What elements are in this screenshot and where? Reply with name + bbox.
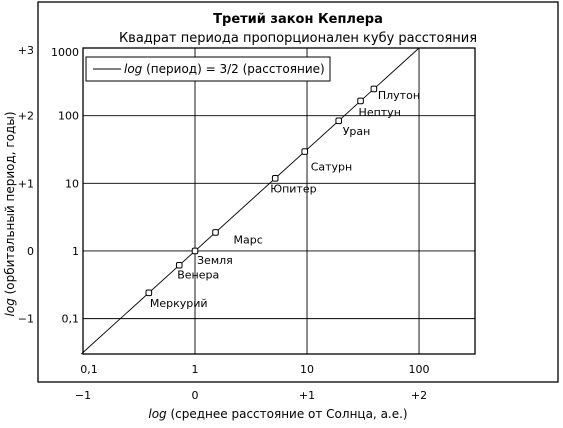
y-axis-label-rest: (орбитальный период, годы) (3, 112, 17, 299)
y-axis-label: log (орбитальный период, годы) (3, 112, 17, 317)
x-tick-label: 10 (300, 363, 314, 376)
legend-label-italic: log (124, 62, 143, 76)
point-label: Юпитер (270, 182, 316, 195)
point-label: Нептун (359, 106, 401, 119)
grid (83, 48, 475, 354)
outer-frame (37, 1, 559, 383)
data-point (335, 117, 343, 125)
x-log-tick-label: +2 (411, 389, 427, 402)
y-tick-label: 100 (58, 110, 79, 123)
x-tick-label: 0,1 (80, 363, 98, 376)
data-point (212, 229, 219, 236)
point-label: Меркурий (150, 297, 208, 310)
x-tick-label: 100 (409, 363, 430, 376)
data-point (271, 174, 279, 182)
point-label: Сатурн (311, 161, 353, 174)
y-log-tick-label: +3 (18, 44, 34, 57)
x-tick-label: 1 (192, 363, 199, 376)
chart-subtitle: Квадрат периода пропорционален кубу расс… (119, 31, 477, 46)
chart-title: Третий закон Кеплера (213, 12, 383, 27)
point-label: Плутон (378, 89, 420, 102)
plot-area (82, 47, 476, 355)
y-tick-label: 1000 (51, 46, 79, 59)
fit-line-path (80, 47, 420, 355)
x-axis-label: log (среднее расстояние от Солнца, а.е.) (148, 407, 407, 421)
tick-labels: 0,1 1 10 100 −1 0 +1 +2 0,1 1 10 100 1000 −1 0 +1 +2 +3 (18, 44, 430, 402)
point-label: Уран (343, 125, 371, 138)
data-point (145, 289, 153, 297)
y-axis-label-italic: log (3, 298, 17, 317)
data-point (175, 261, 183, 269)
point-label: Земля (197, 254, 233, 267)
y-log-tick-label: 0 (27, 245, 34, 258)
y-tick-label: 10 (65, 177, 79, 190)
x-log-tick-label: 0 (192, 389, 199, 402)
y-tick-label: 0,1 (62, 313, 80, 326)
y-tick-label: 1 (72, 245, 79, 258)
y-log-tick-label: +1 (18, 177, 34, 190)
x-axis-label-italic: log (148, 407, 167, 421)
legend-label: log (период) = 3/2 (расстояние) (124, 62, 325, 76)
data-point (370, 85, 378, 93)
legend: log (период) = 3/2 (расстояние) (85, 56, 331, 82)
x-axis-label-rest: (среднее расстояние от Солнца, а.е.) (167, 407, 408, 421)
point-label: Венера (177, 268, 219, 281)
y-log-tick-label: −1 (18, 313, 34, 326)
x-log-tick-label: +1 (299, 389, 315, 402)
x-log-tick-label: −1 (75, 389, 91, 402)
y-log-tick-label: +2 (18, 110, 34, 123)
fit-line (80, 47, 420, 355)
legend-label-rest: (период) = 3/2 (расстояние) (142, 62, 324, 76)
legend-box (85, 56, 331, 82)
point-label: Марс (234, 233, 263, 246)
data-point (357, 97, 364, 105)
data-point (191, 247, 199, 255)
data-point (301, 148, 309, 155)
